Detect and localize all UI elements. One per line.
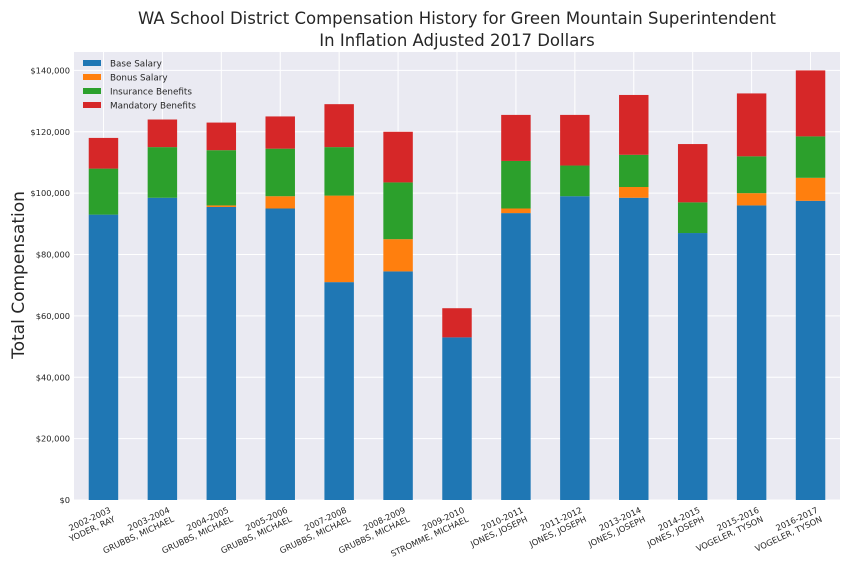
bar-segment-base-salary (619, 197, 649, 500)
bar-segment-insurance-benefits (324, 147, 354, 196)
y-tick-label: $100,000 (30, 188, 70, 198)
bar-segment-bonus-salary (619, 187, 649, 198)
bar-segment-mandatory-benefits (677, 144, 708, 203)
bar-segment-base-salary (265, 208, 295, 500)
legend-label: Mandatory Benefits (110, 102, 196, 112)
y-tick-label: $120,000 (30, 127, 70, 137)
bar-segment-insurance-benefits (88, 168, 119, 215)
y-tick-label: $20,000 (36, 434, 70, 444)
bar-segment-mandatory-benefits (442, 308, 472, 338)
bar-segment-base-salary (795, 200, 826, 501)
bar-segment-insurance-benefits (383, 182, 413, 240)
bar-segment-bonus-salary (206, 205, 237, 207)
bar-segment-insurance-benefits (677, 202, 708, 234)
bar-segment-base-salary (736, 205, 767, 500)
bar-segment-base-salary (560, 196, 590, 500)
legend: Base Salary Bonus Salary Insurance Benefit… (83, 60, 196, 112)
bar-segment-base-salary (442, 337, 472, 500)
bar-segment-base-salary (88, 214, 119, 501)
y-axis-ticks: $0 $20,000 $40,000 $60,000 $80,000 $100,000 $1… (30, 65, 70, 505)
bar-segment-mandatory-benefits (619, 94, 649, 155)
bar-segment-insurance-benefits (619, 154, 649, 188)
bar-segment-insurance-benefits (206, 150, 237, 206)
bar-segment-base-salary (147, 197, 178, 500)
legend-swatch (83, 88, 101, 94)
bar-segment-mandatory-benefits (206, 122, 237, 151)
bar-segment-base-salary (677, 233, 708, 501)
bar-segment-base-salary (383, 271, 413, 500)
chart-title: WA School District Compensation History … (138, 9, 777, 28)
bar-segment-bonus-salary (383, 239, 413, 272)
bar-segment-base-salary (501, 213, 531, 500)
chart-subtitle: In Inflation Adjusted 2017 Dollars (319, 31, 594, 50)
bar-segment-insurance-benefits (147, 147, 178, 198)
bar-segment-mandatory-benefits (324, 104, 354, 148)
bar-segment-insurance-benefits (265, 148, 295, 197)
chart-title-group: WA School District Compensation History … (138, 9, 777, 50)
bar-segment-mandatory-benefits (383, 131, 413, 183)
legend-swatch (83, 74, 101, 80)
bar-segment-bonus-salary (265, 196, 295, 209)
y-tick-label: $140,000 (30, 65, 70, 75)
bar-segment-insurance-benefits (560, 165, 590, 197)
bar-segment-insurance-benefits (736, 156, 767, 194)
y-axis-label: Total Compensation (9, 191, 29, 360)
bar-segment-base-salary (324, 282, 354, 500)
bar-segment-mandatory-benefits (560, 114, 590, 166)
bar-segment-mandatory-benefits (736, 93, 767, 157)
bars (88, 70, 826, 501)
legend-label: Bonus Salary (110, 74, 168, 84)
bar-segment-base-salary (206, 206, 237, 500)
y-tick-label: $0 (59, 495, 70, 505)
bar-segment-mandatory-benefits (88, 137, 119, 169)
legend-swatch (83, 60, 101, 66)
bar-segment-bonus-salary (736, 193, 767, 206)
bar-segment-bonus-salary (501, 208, 531, 214)
bar-segment-mandatory-benefits (147, 119, 178, 148)
bar-segment-bonus-salary (324, 195, 354, 283)
bar-segment-mandatory-benefits (501, 114, 531, 161)
y-tick-label: $80,000 (36, 250, 70, 260)
legend-label: Base Salary (110, 60, 162, 70)
bar-segment-insurance-benefits (795, 136, 826, 178)
bar-segment-mandatory-benefits (795, 70, 826, 137)
bar-segment-bonus-salary (795, 177, 826, 201)
legend-label: Insurance Benefits (110, 88, 192, 98)
legend-swatch (83, 102, 101, 108)
bar-segment-mandatory-benefits (265, 116, 295, 149)
y-tick-label: $60,000 (36, 311, 70, 321)
y-tick-label: $40,000 (36, 372, 70, 382)
bar-segment-insurance-benefits (501, 160, 531, 209)
